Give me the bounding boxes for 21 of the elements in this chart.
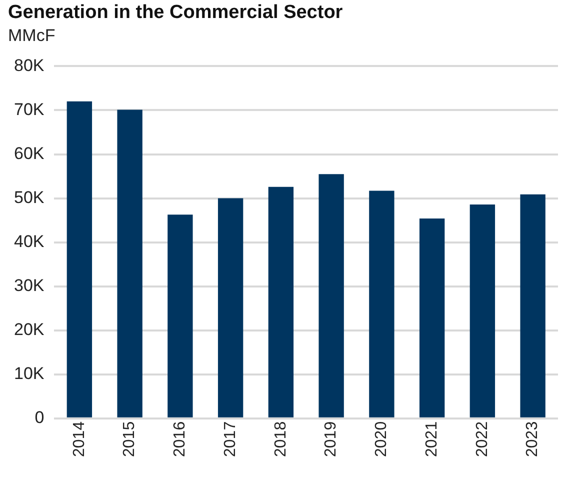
x-tick-label: 2023 (524, 421, 542, 457)
x-tick-label: 2020 (373, 421, 390, 457)
x-tick-label: 2021 (423, 421, 440, 457)
x-tick-label: 2018 (272, 421, 290, 457)
x-tick-label: 2015 (121, 421, 138, 457)
x-tick-label: 2014 (70, 421, 88, 457)
y-tick-label: 60K (14, 144, 45, 163)
x-tick-label: 2022 (474, 421, 491, 457)
y-tick-label: 40K (14, 232, 45, 251)
chart-title: Generation in the Commercial Sector (8, 2, 344, 24)
y-tick-label: 80K (14, 56, 45, 75)
y-tick-label: 70K (14, 100, 45, 119)
y-tick-label: 20K (14, 320, 45, 340)
y-tick-label: 10K (14, 364, 45, 384)
x-tick-label: 2017 (222, 421, 239, 457)
y-tick-label: 50K (14, 188, 45, 207)
y-axis-title: MMcF (8, 26, 56, 46)
y-tick-label: 30K (14, 276, 45, 296)
x-tick-label: 2019 (322, 421, 340, 457)
y-tick-label: 0 (34, 408, 44, 428)
x-tick-label: 2016 (172, 421, 189, 457)
